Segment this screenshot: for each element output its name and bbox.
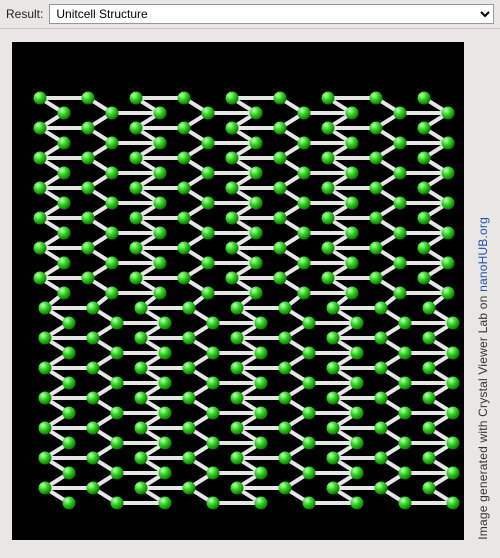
- lattice-render: [12, 42, 464, 540]
- attribution: Image generated with Crystal Viewer Lab …: [472, 42, 494, 540]
- result-label: Result:: [6, 7, 43, 21]
- app-window: Result: Unitcell Structure Image generat…: [0, 0, 500, 558]
- attribution-link[interactable]: nanoHUB.org: [476, 217, 490, 292]
- result-select[interactable]: Unitcell Structure: [49, 4, 494, 24]
- attribution-text: Image generated with Crystal Viewer Lab …: [476, 217, 490, 540]
- attribution-prefix: Image generated with Crystal Viewer Lab …: [476, 292, 490, 540]
- crystal-viewer[interactable]: [12, 42, 464, 540]
- result-toolbar: Result: Unitcell Structure: [0, 0, 500, 29]
